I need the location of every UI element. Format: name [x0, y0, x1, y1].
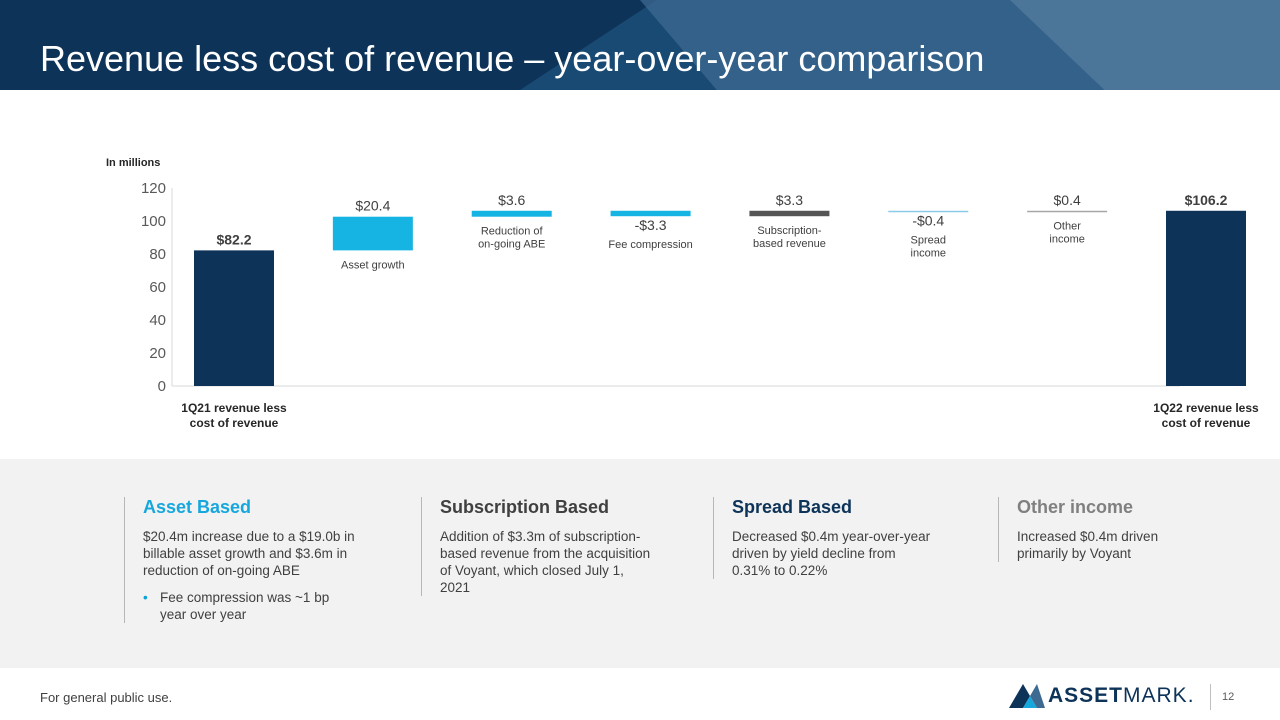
- bar-value-label: $0.4: [1054, 192, 1081, 208]
- category-label: cost of revenue: [190, 416, 279, 430]
- category-label: Other: [1053, 220, 1081, 232]
- y-tick-label: 20: [149, 345, 166, 362]
- note-heading: Subscription Based: [440, 497, 610, 517]
- assetmark-logo-icon: [1009, 684, 1045, 708]
- note-asset-based: Asset Based $20.4m increase due to a $19…: [124, 497, 394, 623]
- bar: [332, 216, 413, 251]
- category-label: based revenue: [753, 238, 826, 250]
- bar-value-label: $20.4: [355, 198, 390, 214]
- note-bullets: Fee compression was ~1 bp year over year: [143, 589, 394, 623]
- bar: [471, 210, 552, 217]
- note-text: Increased $0.4m driven primarily by Voya…: [1017, 529, 1159, 561]
- note-text: $20.4m increase due to a $19.0b in billa…: [143, 529, 355, 578]
- bar: [1027, 210, 1108, 213]
- header-band: [640, 0, 1280, 90]
- note-subscription-based: Subscription Based Addition of $3.3m of …: [421, 497, 681, 596]
- category-label: 1Q22 revenue less: [1153, 401, 1259, 415]
- bar: [749, 210, 830, 217]
- company-logo: ASSETMARK.: [1048, 684, 1195, 708]
- page-number: 12: [1222, 691, 1235, 703]
- category-label: income: [1049, 233, 1084, 245]
- footer-divider: [1210, 684, 1211, 710]
- note-text: Decreased $0.4m year-over-year driven by…: [732, 529, 931, 578]
- y-tick-label: 80: [149, 246, 166, 263]
- bar-value-label: $3.3: [776, 192, 803, 208]
- y-tick-label: 60: [149, 279, 166, 296]
- waterfall-chart: In millions 0 20 40 60 80 100 120 $82.2 1Q21 re…: [106, 157, 1259, 430]
- category-label: Fee compression: [608, 239, 692, 251]
- note-bullet: Fee compression was ~1 bp year over year: [143, 589, 353, 623]
- y-tick-label: 100: [141, 213, 166, 230]
- bar: [888, 210, 969, 213]
- bar-value-label: $82.2: [216, 231, 251, 247]
- logo-text-bold: ASSET: [1048, 684, 1124, 707]
- bar: [194, 250, 274, 386]
- bar-value-label: -$3.3: [635, 217, 667, 233]
- category-label: income: [911, 247, 946, 259]
- note-spread-based: Spread Based Decreased $0.4m year-over-y…: [713, 497, 973, 579]
- category-label: Asset growth: [341, 259, 405, 271]
- category-label: Reduction of: [481, 226, 544, 238]
- y-axis: 0 20 40 60 80 100 120: [141, 180, 1180, 395]
- note-heading: Other income: [1017, 497, 1134, 517]
- footer-disclaimer: For general public use.: [40, 690, 173, 705]
- bar: [1166, 210, 1246, 386]
- bar-value-label: -$0.4: [912, 212, 944, 228]
- category-label: on-going ABE: [478, 239, 545, 251]
- category-label: Subscription-: [757, 225, 822, 237]
- note-text: Addition of $3.3m of subscription-based …: [440, 529, 651, 595]
- note-other-income: Other income Increased $0.4m driven prim…: [998, 497, 1238, 562]
- page-title: Revenue less cost of revenue – year-over…: [40, 38, 985, 79]
- commentary-panel: Asset Based $20.4m increase due to a $19…: [0, 459, 1280, 668]
- category-label: cost of revenue: [1162, 416, 1251, 430]
- logo-text-regular: MARK: [1123, 684, 1188, 707]
- y-tick-label: 40: [149, 312, 166, 329]
- bar-value-label: $106.2: [1185, 192, 1228, 208]
- slide-header: Revenue less cost of revenue – year-over…: [0, 0, 1280, 90]
- y-tick-label: 120: [141, 180, 166, 197]
- chart-unit-label: In millions: [106, 157, 160, 169]
- bar: [610, 210, 691, 217]
- y-tick-label: 0: [158, 378, 166, 395]
- note-heading: Asset Based: [143, 497, 252, 517]
- note-heading: Spread Based: [732, 497, 853, 517]
- category-label: 1Q21 revenue less: [181, 401, 287, 415]
- logo-text-suffix: .: [1187, 684, 1195, 707]
- category-label: Spread: [911, 234, 946, 246]
- bar-value-label: $3.6: [498, 192, 525, 208]
